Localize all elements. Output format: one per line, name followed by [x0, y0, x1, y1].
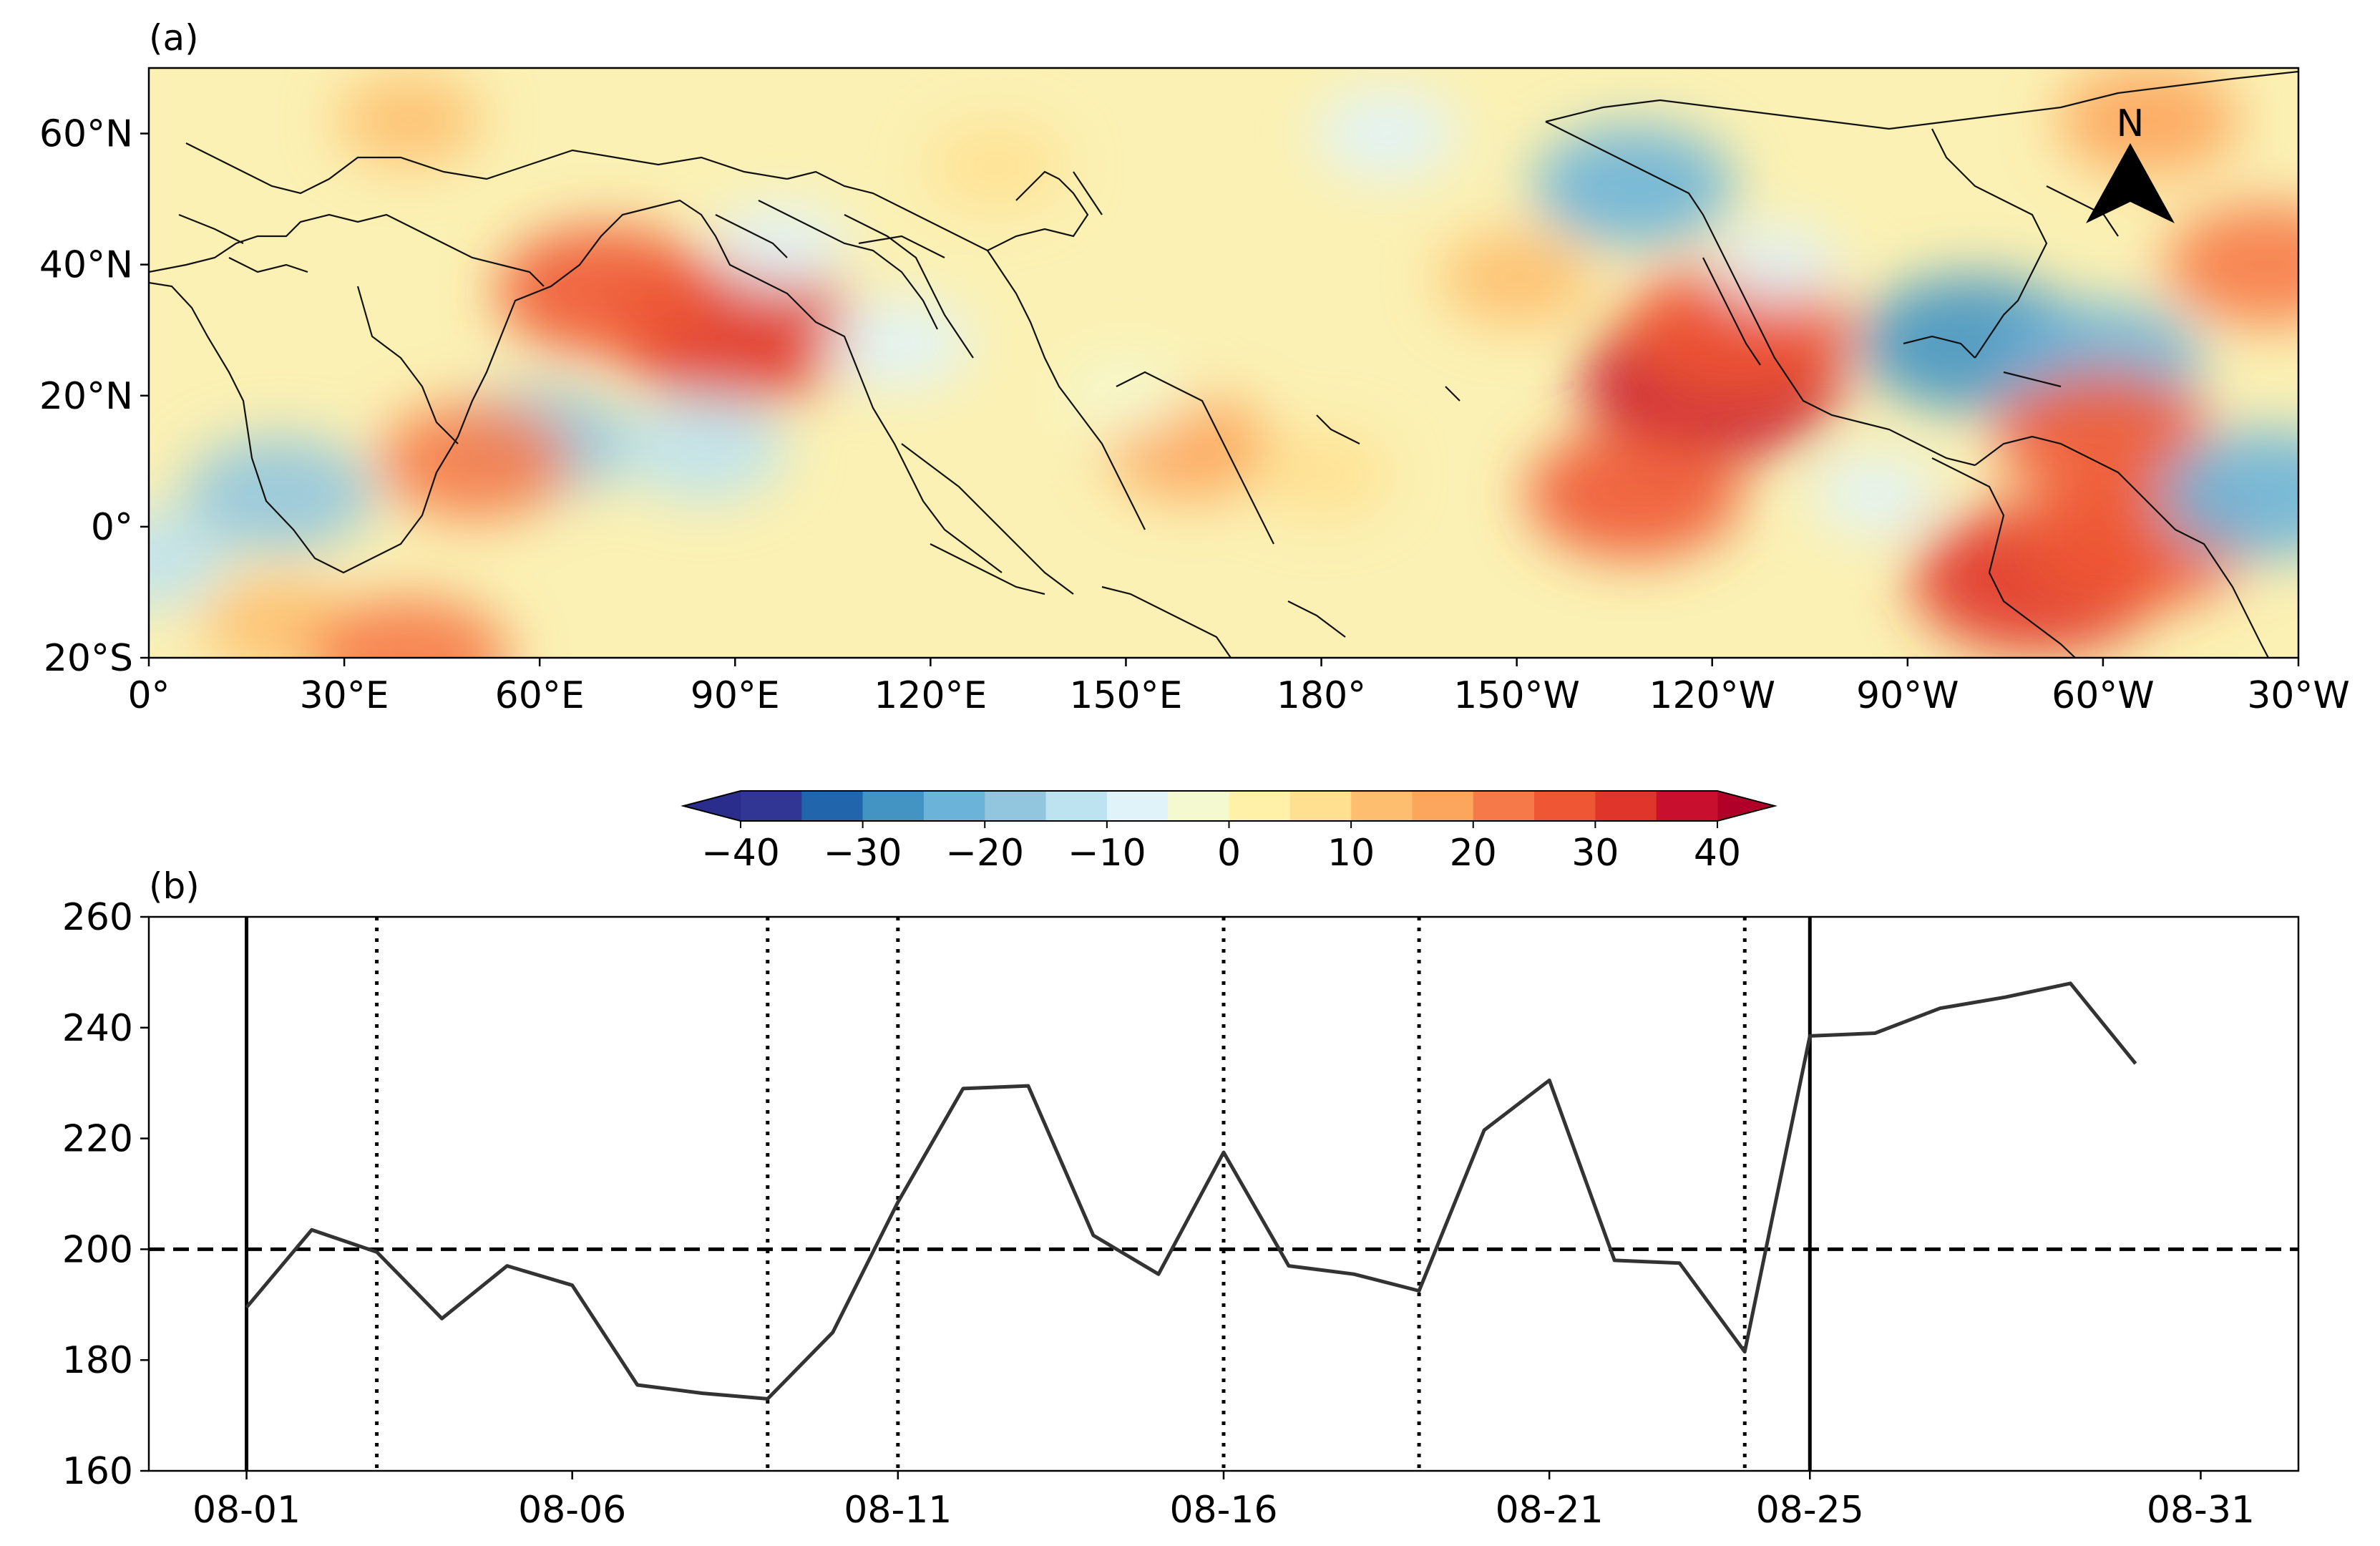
colorbar-segment: [741, 791, 802, 821]
colorbar-segment: [862, 791, 925, 821]
anomaly-blob: [149, 512, 227, 608]
anomaly-blob: [1713, 224, 1841, 305]
colorbar-segment: [1106, 791, 1169, 821]
map-panel: (a): [39, 17, 2350, 717]
line-y-tick-label: 260: [62, 896, 133, 939]
anomaly-blob: [1064, 356, 1188, 434]
anomaly-blob: [2158, 429, 2298, 559]
anomaly-blob: [336, 75, 483, 166]
colorbar-segment: [801, 791, 864, 821]
colorbar-tick-label: −30: [824, 832, 902, 875]
map-x-tick-label: 30°E: [300, 674, 389, 717]
map-y-tick-label: 60°N: [39, 113, 133, 156]
map-x-tick-label: 180°: [1277, 674, 1366, 717]
colorbar-tick-label: −40: [701, 832, 780, 875]
line-y-tick-label: 200: [62, 1228, 133, 1271]
line-panel: (b) 08-01 08-06 08-11 08-16 08-21 08-25 08-31 …: [62, 865, 2300, 1532]
map-y-tick-label: 0°: [91, 506, 133, 549]
anomaly-blob: [1995, 370, 2210, 500]
anomaly-blob: [2057, 68, 2240, 176]
colorbar-tick-label: −20: [945, 832, 1024, 875]
colorbar-segment: [1656, 791, 1718, 821]
anomaly-blob: [618, 397, 787, 500]
map-frame: [147, 67, 2300, 659]
map-x-tick-label: 120°W: [1649, 674, 1775, 717]
anomaly-blob: [1526, 429, 1742, 559]
map-x-tick-label: 150°W: [1453, 674, 1580, 717]
anomaly-blob: [1313, 88, 1460, 179]
colorbar-segment: [1289, 791, 1352, 821]
series-line: [245, 981, 2137, 1401]
map-x-tick-label: 120°E: [874, 674, 987, 717]
colorbar-segment: [1412, 791, 1474, 821]
line-x-tick-label: 08-31: [2147, 1489, 2255, 1532]
line-y-tick-label: 160: [62, 1450, 133, 1493]
anomaly-blob: [1811, 454, 1939, 534]
anomaly-blob: [2165, 204, 2298, 326]
anomaly-blob: [183, 436, 376, 553]
line-x-tick-label: 08-16: [1169, 1489, 1277, 1532]
colorbar-segment: [1045, 791, 1108, 821]
line-x-tick-label: 08-06: [518, 1489, 626, 1532]
line-y-tick-label: 220: [62, 1118, 133, 1161]
anomaly-blob: [379, 403, 571, 520]
colorbar-tick-label: 40: [1694, 832, 1741, 875]
colorbar-under-arrow: [683, 791, 741, 821]
north-arrow-label: N: [2117, 102, 2145, 145]
map-x-tick-label: 0°: [127, 674, 170, 717]
colorbar-segment: [1168, 791, 1229, 821]
line-frame: [147, 915, 2300, 1472]
map-x-axis: 0° 30°E 60°E 90°E 120°E 150°E 180° 150°W 120°W 90…: [127, 658, 2350, 717]
map-y-tick-label: 20°N: [39, 375, 133, 418]
anomaly-blob: [308, 597, 510, 658]
anomaly-blob: [712, 202, 849, 288]
anomaly-blob: [1252, 432, 1390, 517]
colorbar-tick-label: −10: [1068, 832, 1146, 875]
map-x-tick-label: 60°W: [2052, 674, 2155, 717]
map-area: [149, 68, 2298, 658]
colorbar-segment: [1473, 791, 1535, 821]
colorbar-tick-label: 20: [1450, 832, 1497, 875]
line-x-tick-label: 08-01: [192, 1489, 301, 1532]
colorbar-segment: [923, 791, 985, 821]
map-x-tick-label: 90°W: [1856, 674, 1959, 717]
line-y-tick-label: 180: [62, 1339, 133, 1382]
colorbar-segment: [985, 791, 1047, 821]
line-plot-lines: [149, 917, 2298, 1471]
map-panel-label: (a): [149, 17, 199, 59]
line-y-axis: 160 180 200 220 240 260: [62, 896, 149, 1493]
anomaly-blob: [497, 226, 713, 356]
map-x-tick-label: 90°E: [691, 674, 780, 717]
colorbar-segment: [1595, 791, 1657, 821]
colorbar-segment: [1534, 791, 1596, 821]
line-x-axis: 08-01 08-06 08-11 08-16 08-21 08-25 08-31: [192, 1471, 2255, 1532]
anomaly-blob: [1439, 230, 1595, 326]
anomaly-blob: [1533, 125, 1735, 247]
colorbar-tick-label: 30: [1571, 832, 1619, 875]
north-arrow: N: [2086, 102, 2175, 223]
colorbar-tick-label: 10: [1327, 832, 1375, 875]
colorbar-segment: [1229, 791, 1291, 821]
coastlines: [149, 70, 2298, 658]
map-x-tick-label: 30°W: [2247, 674, 2350, 717]
map-x-tick-label: 150°E: [1069, 674, 1182, 717]
line-y-tick-label: 240: [62, 1007, 133, 1050]
anomaly-blob: [824, 298, 971, 389]
map-x-tick-label: 60°E: [495, 674, 585, 717]
map-y-tick-label: 20°S: [44, 637, 133, 680]
line-x-tick-label: 08-11: [844, 1489, 952, 1532]
line-panel-label: (b): [149, 865, 200, 907]
line-x-tick-label: 08-21: [1496, 1489, 1604, 1532]
line-x-tick-label: 08-25: [1756, 1489, 1864, 1532]
colorbar-segment: [1351, 791, 1413, 821]
colorbar: −40 −30 −20 −10 0 10 20 30 40: [681, 790, 1777, 875]
map-y-axis: 60°N 40°N 20°N 0° 20°S: [39, 113, 149, 680]
anomaly-blob: [927, 123, 1064, 209]
map-y-tick-label: 40°N: [39, 244, 133, 287]
north-arrow-icon: [2086, 143, 2175, 223]
anomaly-field: [149, 68, 2298, 658]
colorbar-over-arrow: [1717, 791, 1775, 821]
colorbar-tick-label: 0: [1217, 832, 1241, 875]
